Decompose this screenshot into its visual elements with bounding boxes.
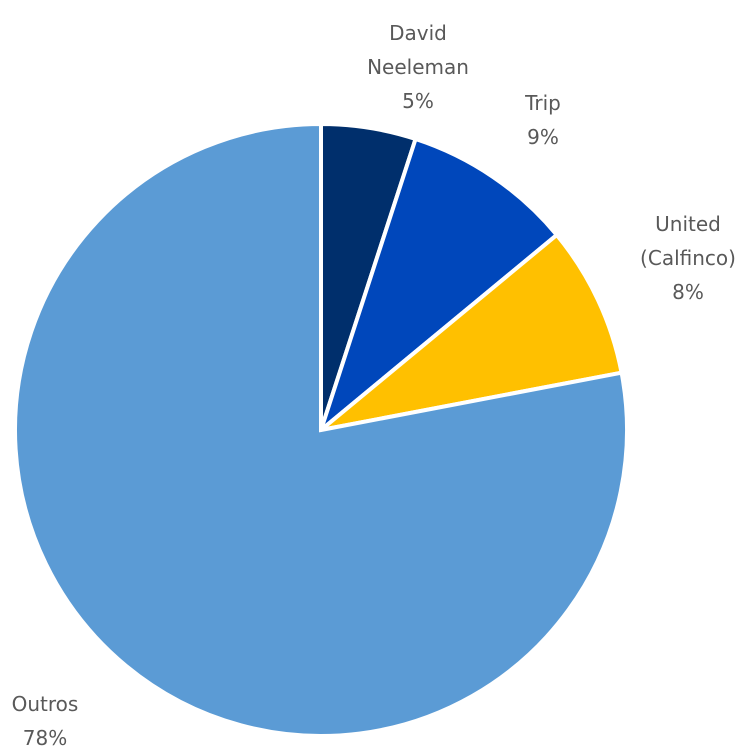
pie-labels: David Neeleman 5% Trip 9% United (Calfinco) 8% O… — [12, 21, 736, 750]
pie-slice-outros — [13, 121, 629, 738]
data-label-united: United (Calfinco) 8% — [640, 212, 736, 304]
data-label-outros: Outros 78% — [12, 692, 79, 750]
data-label-trip-line: Trip — [524, 91, 561, 115]
pie-slice-trip — [316, 136, 560, 436]
data-label-trip: Trip 9% — [524, 91, 561, 149]
data-label-david-line: David — [389, 21, 447, 45]
data-label-david: David Neeleman 5% — [367, 21, 469, 113]
pie-slices — [13, 121, 629, 738]
data-label-david-line: 5% — [402, 89, 434, 113]
data-label-outros-line: Outros — [12, 692, 79, 716]
data-label-outros-line: 78% — [23, 726, 67, 750]
data-label-united-line: (Calfinco) — [640, 246, 736, 270]
data-label-united-line: United — [655, 212, 721, 236]
data-label-united-line: 8% — [672, 280, 704, 304]
data-label-trip-line: 9% — [527, 125, 559, 149]
data-label-david-line: Neeleman — [367, 55, 469, 79]
pie-slice-united — [319, 232, 624, 432]
